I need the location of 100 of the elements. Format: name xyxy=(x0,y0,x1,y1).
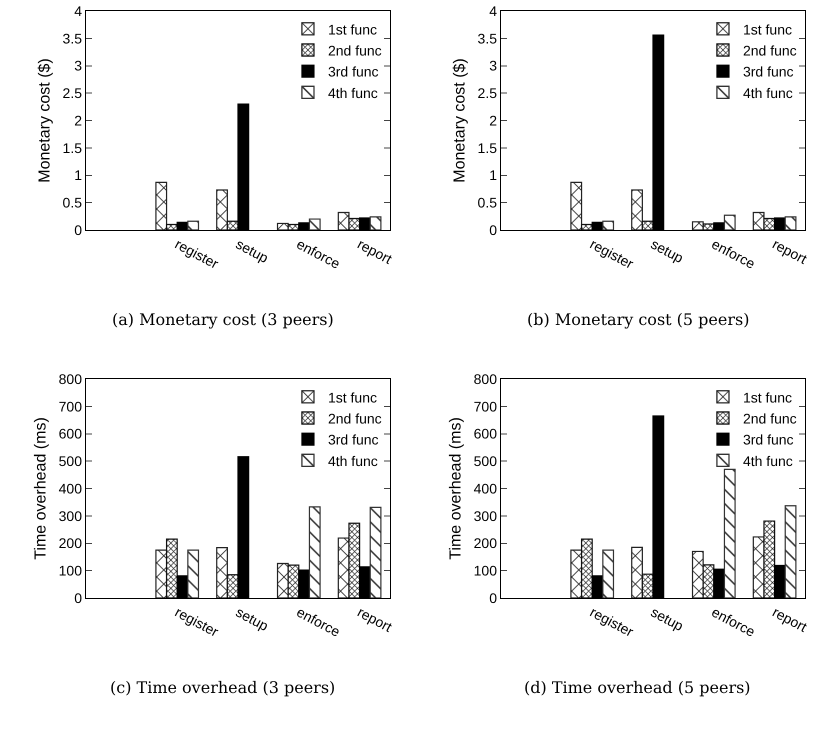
y-tick-label: 0 xyxy=(489,590,498,606)
legend-label: 1st func xyxy=(328,389,377,406)
text: (c) Time overhead (3 peers) xyxy=(110,678,336,697)
text: (d) Time overhead (5 peers) xyxy=(524,678,751,697)
bar xyxy=(348,522,360,598)
x-tick-label: setup xyxy=(648,236,686,266)
legend-label: 1st func xyxy=(742,389,792,406)
text: (a) Monetary cost (3 peers) xyxy=(112,310,334,329)
legend-label: 2nd func xyxy=(742,410,797,426)
legend-label: 4th func xyxy=(742,452,793,469)
legend-label: 1st func xyxy=(742,21,792,38)
bar xyxy=(308,506,321,598)
y-tick-label: 300 xyxy=(58,508,82,524)
bar xyxy=(631,189,643,230)
y-tick-label: 200 xyxy=(474,535,498,552)
legend-label: 3rd func xyxy=(328,64,379,80)
y-axis-title: Time overhead (ms) xyxy=(448,417,465,560)
y-tick-label: 700 xyxy=(474,398,498,414)
x-tick-label: report xyxy=(354,604,395,636)
bar xyxy=(276,222,289,230)
legend-label: 3rd func xyxy=(742,64,794,80)
legend-label: 3rd func xyxy=(742,432,794,448)
bar xyxy=(187,549,200,598)
y-tick-label: 100 xyxy=(58,562,82,579)
y-tick-label: 4 xyxy=(74,2,82,19)
y-tick-label: 1 xyxy=(74,167,82,184)
x-tick-label: report xyxy=(354,236,395,268)
x-tick-label: setup xyxy=(648,604,686,634)
bar xyxy=(370,506,382,598)
bar xyxy=(338,212,350,230)
bar xyxy=(155,182,168,230)
y-tick-label: 600 xyxy=(58,426,82,442)
legend-label: 2nd func xyxy=(328,42,382,58)
bar xyxy=(338,537,350,598)
y-axis-title: Monetary cost ($) xyxy=(36,58,54,183)
bar xyxy=(724,214,736,230)
bar xyxy=(226,574,239,598)
legend-label: 1st func xyxy=(328,21,377,38)
y-tick-label: 100 xyxy=(474,562,498,579)
y-tick-label: 800 xyxy=(58,370,82,387)
y-tick-label: 4 xyxy=(489,2,498,19)
x-tick-label: report xyxy=(770,604,810,636)
bar xyxy=(166,538,178,598)
bar xyxy=(784,505,796,598)
y-tick-label: 3.5 xyxy=(62,30,82,46)
bar xyxy=(752,536,765,598)
y-tick-label: 400 xyxy=(474,480,498,496)
y-tick-label: 0.5 xyxy=(62,194,82,211)
bar xyxy=(692,550,704,598)
y-axis-title: Monetary cost ($) xyxy=(452,58,469,183)
y-tick-label: 0 xyxy=(74,222,82,238)
x-tick-label: report xyxy=(770,236,810,268)
bar xyxy=(187,220,200,230)
y-tick-label: 3 xyxy=(489,58,498,74)
y-tick-label: 600 xyxy=(474,426,498,442)
bar xyxy=(216,547,228,598)
bar xyxy=(570,182,582,230)
y-tick-label: 500 xyxy=(58,453,82,470)
bar xyxy=(631,546,643,598)
bar xyxy=(784,216,796,230)
legend-label: 3rd func xyxy=(328,432,379,448)
bar xyxy=(226,220,239,230)
y-tick-label: 2 xyxy=(489,112,498,128)
bar xyxy=(370,216,382,230)
bar xyxy=(763,520,776,598)
y-tick-label: 3 xyxy=(74,58,82,74)
legend-label: 2nd func xyxy=(328,410,382,426)
y-axis-title: Time overhead (ms) xyxy=(32,417,50,560)
y-tick-label: 2 xyxy=(74,112,82,128)
y-tick-label: 700 xyxy=(58,398,82,414)
y-tick-label: 0.5 xyxy=(478,194,498,211)
y-tick-label: 0 xyxy=(74,590,82,606)
y-tick-label: 2.5 xyxy=(62,85,82,102)
bar xyxy=(288,564,300,598)
y-tick-label: 200 xyxy=(58,535,82,552)
y-tick-label: 800 xyxy=(474,370,498,387)
bar xyxy=(580,538,593,598)
bar xyxy=(216,189,228,230)
y-tick-label: 2.5 xyxy=(478,85,498,102)
bar xyxy=(752,212,765,230)
bar xyxy=(702,564,714,598)
bar xyxy=(692,221,704,230)
bar xyxy=(642,220,654,230)
y-tick-label: 300 xyxy=(474,508,498,524)
y-tick-label: 400 xyxy=(58,480,82,496)
y-tick-label: 1 xyxy=(489,167,498,184)
legend-label: 4th func xyxy=(328,84,378,101)
bar xyxy=(308,218,321,230)
y-tick-label: 500 xyxy=(474,453,498,470)
y-tick-label: 1.5 xyxy=(478,140,498,156)
bar xyxy=(602,549,614,598)
x-tick-label: setup xyxy=(233,604,272,634)
legend-label: 4th func xyxy=(328,452,378,469)
legend-label: 2nd func xyxy=(742,42,797,58)
bar xyxy=(602,220,614,230)
text: (b) Monetary cost (5 peers) xyxy=(527,310,750,329)
y-tick-label: 0 xyxy=(489,222,498,238)
y-tick-label: 3.5 xyxy=(478,30,498,46)
y-tick-label: 1.5 xyxy=(62,140,82,156)
legend-label: 4th func xyxy=(742,84,793,101)
